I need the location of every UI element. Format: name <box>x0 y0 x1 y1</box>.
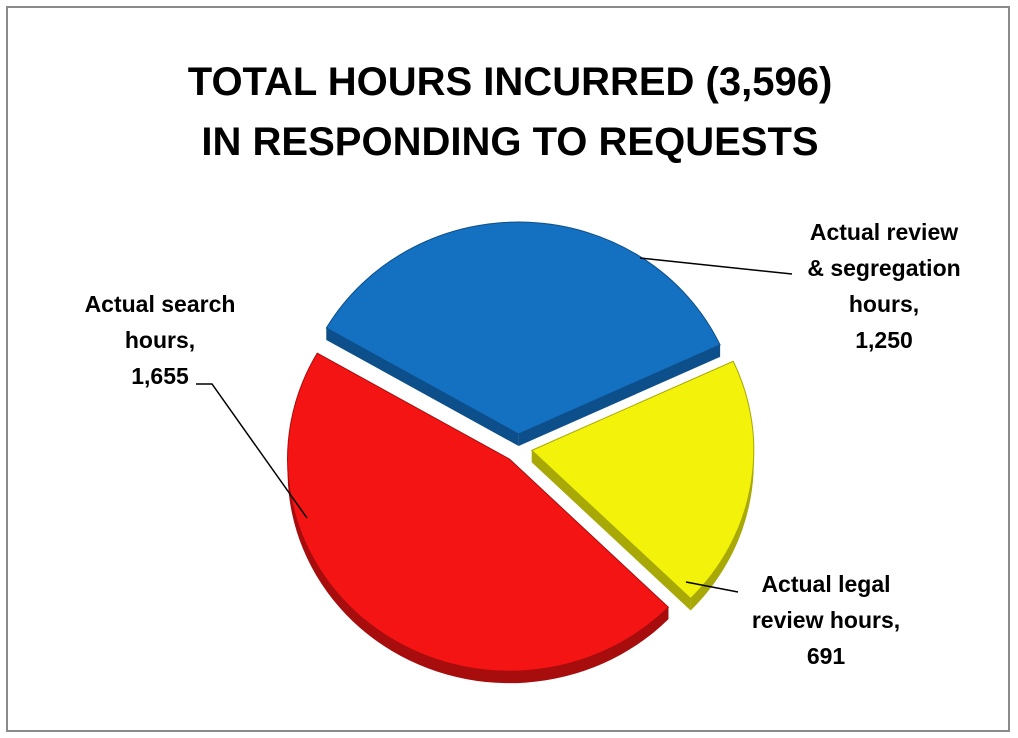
chart-title-line-2: IN RESPONDING TO REQUESTS <box>201 120 819 164</box>
leader-line-review-segregation <box>639 257 793 275</box>
pie-slice-top <box>287 352 670 672</box>
pie-slice-edge <box>518 344 721 447</box>
data-label-line: Actual review <box>810 219 958 245</box>
data-label-line: Actual search <box>85 291 236 317</box>
leader-line-legal-review <box>685 581 739 593</box>
data-label-search: Actual search hours, 1,655 <box>85 291 236 389</box>
data-label-line: Actual legal <box>761 571 890 597</box>
pie-slice-review-segregation <box>325 221 721 447</box>
pie-slice-edge <box>326 328 519 447</box>
data-label-line: hours, <box>125 327 195 353</box>
pie-slice-search <box>287 352 670 684</box>
data-label-line: 1,250 <box>855 327 913 353</box>
pie-slice-edge <box>531 450 691 611</box>
pie-slice-top <box>325 221 721 435</box>
data-label-line: 691 <box>807 643 846 669</box>
data-label-review-segregation: Actual review & segregation hours, 1,250 <box>807 219 960 353</box>
pie-slice-legal-review <box>530 360 755 611</box>
data-label-line: 1,655 <box>131 363 189 389</box>
data-label-line: hours, <box>849 291 919 317</box>
leader-line-search <box>196 383 308 519</box>
pie-slice-top <box>530 360 755 600</box>
chart-title-line-1: TOTAL HOURS INCURRED (3,596) <box>187 60 833 104</box>
data-label-legal-review: Actual legal review hours, 691 <box>752 571 900 669</box>
data-label-line: & segregation <box>807 255 960 281</box>
data-label-line: review hours, <box>752 607 900 633</box>
